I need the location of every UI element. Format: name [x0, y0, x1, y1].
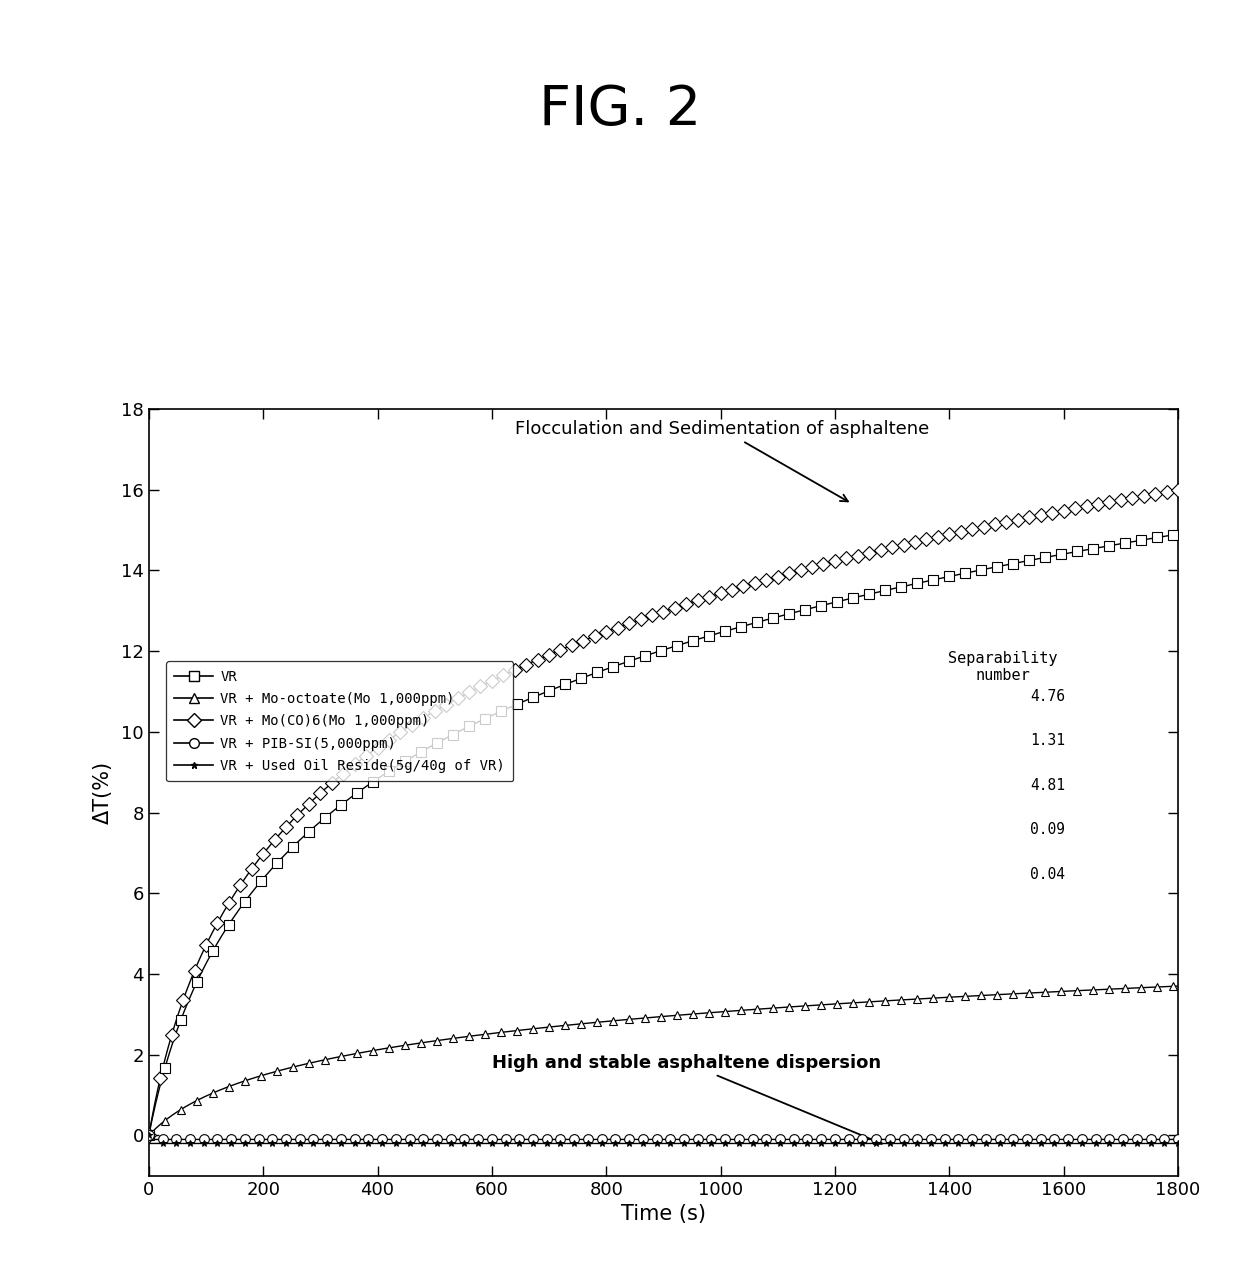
Text: High and stable asphaltene dispersion: High and stable asphaltene dispersion: [492, 1054, 882, 1144]
Y-axis label: ΔT(%): ΔT(%): [93, 760, 113, 824]
Text: Flocculation and Sedimentation of asphaltene: Flocculation and Sedimentation of asphal…: [515, 420, 929, 501]
X-axis label: Time (s): Time (s): [621, 1204, 706, 1224]
Text: FIG. 2: FIG. 2: [539, 83, 701, 137]
Text: 1.31: 1.31: [1029, 734, 1065, 749]
Text: 0.04: 0.04: [1029, 866, 1065, 882]
Legend: VR, VR + Mo-octoate(Mo 1,000ppm), VR + Mo(CO)6(Mo 1,000ppm), VR + PIB-SI(5,000pp: VR, VR + Mo-octoate(Mo 1,000ppm), VR + M…: [166, 661, 513, 781]
Text: 4.81: 4.81: [1029, 778, 1065, 792]
Text: 0.09: 0.09: [1029, 823, 1065, 837]
Text: 4.76: 4.76: [1029, 689, 1065, 704]
Text: Separability
number: Separability number: [949, 651, 1058, 682]
